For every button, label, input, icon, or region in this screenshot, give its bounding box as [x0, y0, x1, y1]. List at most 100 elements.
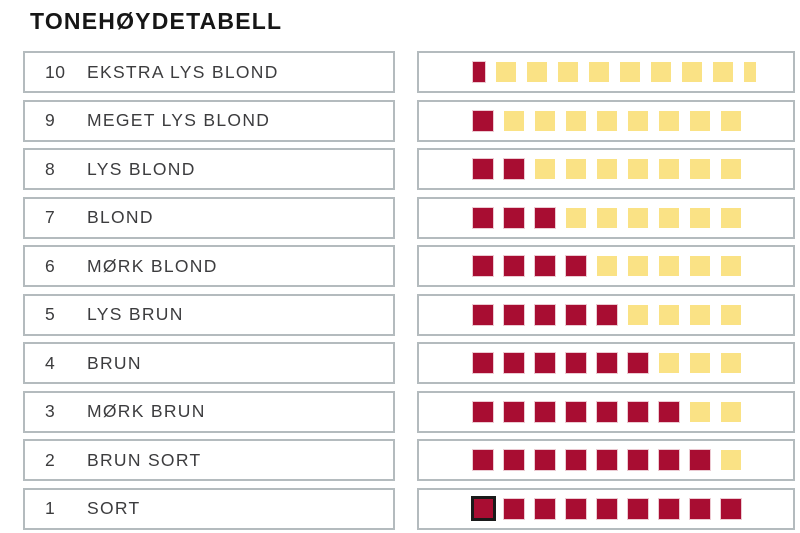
yellow-swatch	[721, 304, 741, 325]
yellow-swatch	[690, 110, 710, 131]
dark-red-swatch	[597, 401, 617, 422]
tone-label-box: 3 MØRK BRUN	[23, 390, 395, 433]
dark-red-swatch	[473, 110, 493, 131]
yellow-swatch	[713, 62, 733, 82]
dark-red-swatch	[504, 159, 524, 179]
yellow-swatch	[589, 62, 609, 82]
dark-red-swatch	[504, 450, 524, 470]
dark-red-swatch	[597, 304, 617, 325]
dark-red-swatch	[628, 450, 648, 470]
dark-red-swatch	[535, 256, 555, 276]
yellow-swatch	[721, 450, 741, 470]
yellow-swatch	[558, 62, 578, 82]
dark-red-swatch	[566, 304, 586, 325]
yellow-swatch	[659, 207, 679, 228]
swatch-box	[417, 196, 795, 239]
yellow-swatch	[535, 110, 555, 131]
yellow-swatch	[690, 401, 710, 422]
dark-red-swatch	[597, 450, 617, 470]
tone-level-number: 10	[45, 61, 66, 82]
dark-red-swatch	[535, 450, 555, 470]
swatch-box	[417, 487, 795, 530]
yellow-swatch	[628, 159, 648, 179]
dark-red-swatch	[628, 401, 648, 422]
dark-red-swatch	[504, 304, 524, 325]
dark-red-swatch	[566, 353, 586, 373]
table-row: 1 SORT	[23, 487, 800, 530]
tone-table: 10 EKSTRA LYS BLOND 9 MEGET LYS BLOND 8 LYS B…	[0, 51, 800, 530]
dark-red-swatch	[659, 401, 679, 422]
swatch-box	[417, 293, 795, 336]
yellow-swatch	[628, 110, 648, 131]
dark-red-swatch	[473, 207, 493, 228]
tone-label-box: 1 SORT	[23, 487, 395, 530]
tone-level-number: 6	[45, 255, 56, 276]
yellow-swatch	[690, 353, 710, 373]
yellow-swatch	[628, 304, 648, 325]
swatch-box	[417, 439, 795, 481]
yellow-swatch	[690, 207, 710, 228]
tone-level-name: BRUN SORT	[87, 449, 202, 470]
table-row: 5 LYS BRUN	[23, 293, 800, 336]
tone-level-name: BLOND	[87, 207, 154, 227]
yellow-swatch	[659, 159, 679, 179]
dark-red-swatch	[473, 353, 493, 373]
yellow-swatch	[504, 110, 524, 131]
dark-red-swatch	[473, 450, 493, 470]
yellow-swatch	[659, 110, 679, 131]
tone-level-number: 8	[45, 158, 56, 179]
table-row: 8 LYS BLOND	[23, 148, 800, 190]
yellow-swatch	[721, 353, 741, 373]
tone-label-box: 9 MEGET LYS BLOND	[23, 99, 395, 142]
tone-level-number: 9	[45, 110, 56, 130]
yellow-swatch	[597, 110, 617, 131]
yellow-swatch	[628, 207, 648, 228]
dark-red-swatch	[504, 256, 524, 276]
tone-level-name: MEGET LYS BLOND	[87, 110, 271, 130]
yellow-swatch	[597, 256, 617, 276]
table-row: 9 MEGET LYS BLOND	[23, 99, 800, 142]
dark-red-swatch	[535, 498, 555, 519]
yellow-swatch	[566, 207, 586, 228]
yellow-swatch	[535, 159, 555, 179]
yellow-swatch	[659, 353, 679, 373]
dark-red-swatch	[473, 401, 493, 422]
dark-red-swatch	[690, 498, 710, 519]
dark-red-swatch	[628, 353, 648, 373]
yellow-swatch	[721, 401, 741, 422]
yellow-swatch	[527, 62, 547, 82]
yellow-swatch	[721, 159, 741, 179]
yellow-swatch	[496, 62, 516, 82]
tone-level-name: LYS BLOND	[87, 158, 196, 179]
table-row: 2 BRUN SORT	[23, 439, 800, 481]
tone-level-name: MØRK BLOND	[87, 255, 218, 276]
tone-label-box: 7 BLOND	[23, 196, 395, 239]
table-row: 6 MØRK BLOND	[23, 245, 800, 287]
yellow-swatch	[620, 62, 640, 82]
yellow-swatch	[597, 207, 617, 228]
yellow-swatch	[690, 304, 710, 325]
dark-red-swatch	[659, 450, 679, 470]
tone-level-name: MØRK BRUN	[87, 401, 206, 421]
page-title: TONEHØYDETABELL	[30, 8, 283, 34]
tone-level-number: 3	[45, 401, 56, 421]
dark-red-swatch	[473, 304, 493, 325]
yellow-swatch	[628, 256, 648, 276]
yellow-swatch	[744, 62, 756, 82]
yellow-swatch	[659, 304, 679, 325]
dark-red-swatch	[504, 401, 524, 422]
swatch-box	[417, 148, 795, 190]
tone-level-name: EKSTRA LYS BLOND	[87, 61, 279, 82]
dark-red-swatch	[566, 450, 586, 470]
dark-red-swatch	[721, 498, 741, 519]
table-row: 10 EKSTRA LYS BLOND	[23, 51, 800, 93]
tone-level-name: BRUN	[87, 352, 142, 373]
dark-red-swatch	[473, 62, 485, 82]
dark-red-swatch	[535, 401, 555, 422]
yellow-swatch	[721, 256, 741, 276]
swatch-box	[417, 390, 795, 433]
dark-red-swatch	[535, 304, 555, 325]
tone-level-name: LYS BRUN	[87, 304, 184, 324]
dark-red-swatch	[628, 498, 648, 519]
